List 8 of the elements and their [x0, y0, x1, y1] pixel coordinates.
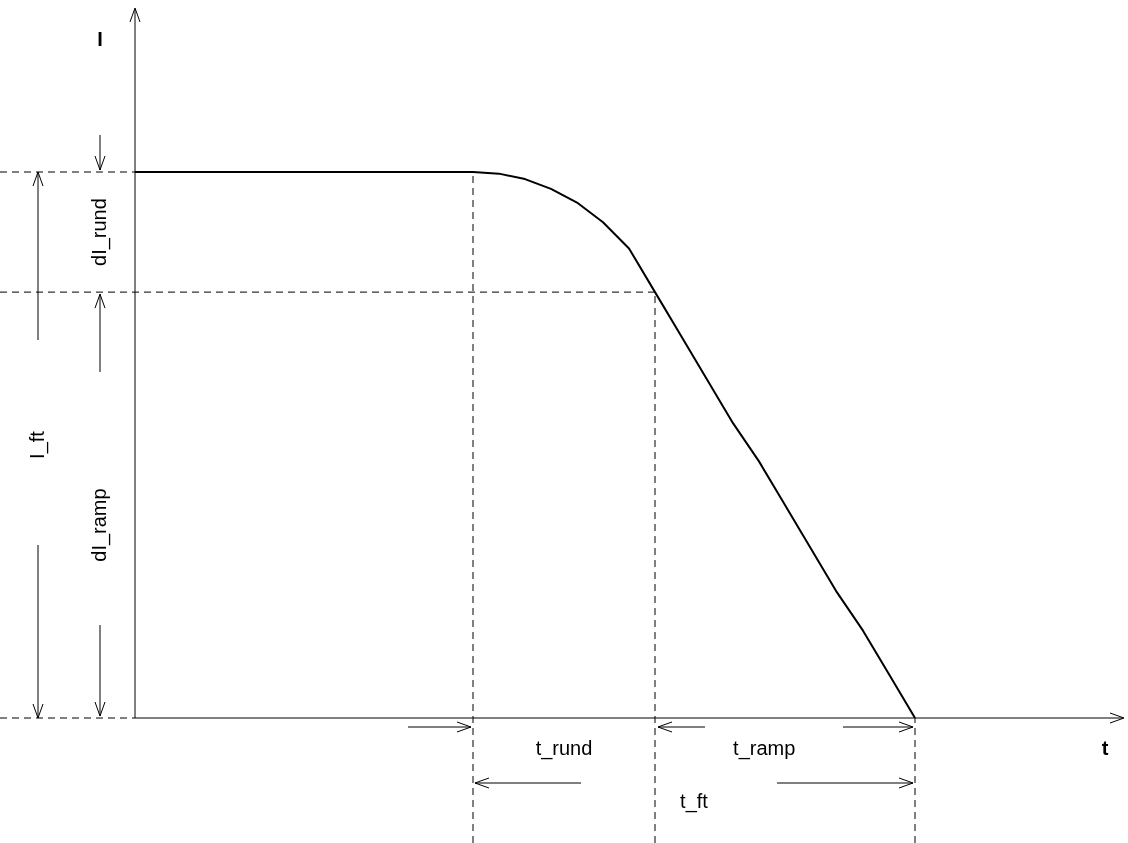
text: t_ft [680, 789, 709, 813]
text: t_rund [535, 736, 593, 760]
text: t_ramp [733, 736, 796, 760]
text: dI_ramp [87, 488, 111, 562]
text: dI_rund [87, 198, 111, 266]
x-axis-title: t [1101, 736, 1109, 759]
text: I [97, 27, 103, 50]
text: I_ft [25, 430, 49, 459]
